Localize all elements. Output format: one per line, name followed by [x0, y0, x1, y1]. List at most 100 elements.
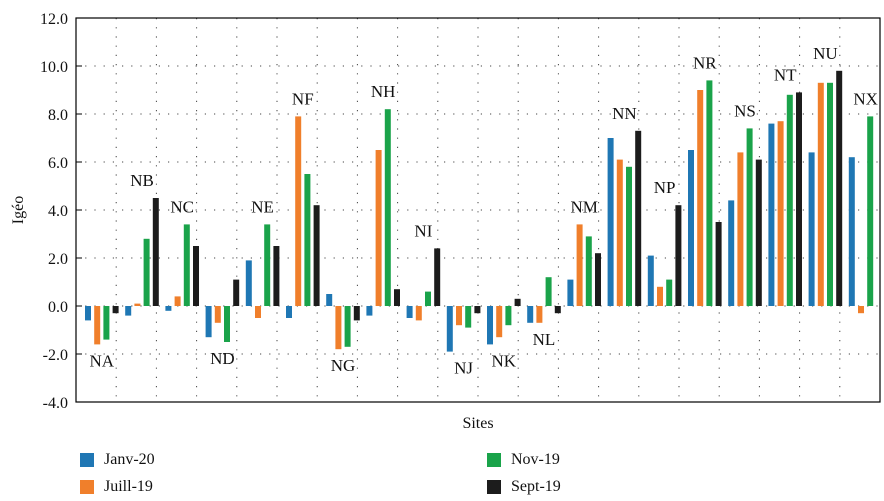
- bar-janv-20-nk: [487, 306, 493, 345]
- bar-nov-19-nm: [585, 236, 592, 306]
- bar-sept-19-na: [112, 306, 119, 314]
- bar-janv-20-nc: [165, 306, 172, 311]
- bar-janv-20-nh: [366, 306, 373, 316]
- bar-janv-20-np: [647, 255, 654, 306]
- category-label-np: NP: [654, 178, 676, 197]
- y-tick-label: 4.0: [48, 203, 68, 220]
- bar-juill-19-nb: [134, 303, 141, 306]
- bar-nov-19-nc: [183, 224, 190, 306]
- bar-janv-20-ne: [245, 260, 252, 306]
- bar-janv-20-nl: [527, 306, 534, 323]
- y-tick-label: -4.0: [43, 395, 68, 412]
- bar-juill-19-nm: [576, 224, 583, 306]
- bar-nov-19-nl: [545, 277, 552, 306]
- bar-janv-20-ni: [406, 306, 413, 318]
- bar-sept-19-ng: [353, 306, 360, 321]
- bar-sept-19-nt: [796, 92, 802, 307]
- bar-janv-20-nd: [205, 306, 212, 338]
- bar-juill-19-nc: [174, 296, 181, 306]
- category-label-nh: NH: [371, 82, 396, 101]
- bar-juill-19-nj: [456, 306, 462, 326]
- bar-nov-19-nf: [304, 174, 311, 306]
- bar-janv-20-nm: [567, 279, 574, 306]
- bar-juill-19-ni: [415, 306, 422, 321]
- bar-sept-19-ns: [755, 159, 762, 306]
- bar-sept-19-nn: [635, 130, 642, 306]
- bar-juill-19-nk: [496, 306, 503, 338]
- bar-nov-19-nn: [626, 166, 632, 306]
- category-label-nj: NJ: [454, 359, 473, 378]
- y-tick-label: 0.0: [48, 299, 68, 316]
- bar-sept-19-ni: [434, 248, 441, 306]
- bar-juill-19-ns: [737, 152, 744, 306]
- bar-juill-19-na: [94, 306, 101, 345]
- bar-sept-19-nl: [554, 306, 561, 314]
- bar-janv-20-nb: [125, 306, 132, 316]
- bar-janv-20-ng: [326, 294, 333, 306]
- bar-juill-19-ng: [335, 306, 342, 350]
- bar-juill-19-nr: [697, 90, 704, 306]
- bar-juill-19-nx: [858, 306, 864, 314]
- bar-sept-19-ne: [273, 246, 280, 306]
- bar-nov-19-nh: [384, 109, 391, 306]
- plot-frame: [75, 17, 881, 403]
- category-label-nd: ND: [210, 349, 235, 368]
- bar-nov-19-np: [666, 279, 673, 306]
- y-tick-label: 6.0: [48, 155, 68, 172]
- y-tick-label: 10.0: [40, 59, 68, 76]
- bar-janv-20-nu: [808, 152, 815, 306]
- bar-nov-19-nd: [224, 306, 230, 342]
- bar-nov-19-na: [103, 306, 110, 340]
- category-label-nk: NK: [492, 351, 517, 370]
- category-label-nt: NT: [774, 65, 797, 84]
- bar-nov-19-ng: [344, 306, 351, 347]
- y-tick-label: 12.0: [40, 11, 68, 28]
- bar-juill-19-np: [657, 286, 663, 306]
- bar-sept-19-nc: [193, 246, 199, 306]
- bar-nov-19-nr: [706, 80, 713, 307]
- bar-nov-19-nu: [827, 82, 833, 306]
- bar-nov-19-ni: [425, 291, 431, 306]
- bar-nov-19-ns: [746, 128, 753, 306]
- bar-nov-19-nk: [505, 306, 512, 326]
- category-label-nn: NN: [612, 104, 637, 123]
- bar-sept-19-nm: [595, 253, 601, 306]
- bar-janv-20-nf: [286, 306, 292, 318]
- bar-juill-19-ne: [255, 306, 261, 318]
- bar-nov-19-ne: [264, 224, 271, 306]
- category-label-ne: NE: [251, 197, 274, 216]
- bar-juill-19-nd: [214, 306, 221, 323]
- y-tick-label: 2.0: [48, 251, 68, 268]
- bar-sept-19-nu: [836, 70, 843, 306]
- category-label-nu: NU: [813, 44, 838, 63]
- category-label-na: NA: [90, 351, 115, 370]
- category-label-nr: NR: [693, 53, 717, 72]
- bar-juill-19-nu: [817, 82, 824, 306]
- bar-sept-19-nh: [394, 289, 400, 306]
- bar-juill-19-nl: [536, 306, 543, 323]
- bar-nov-19-nt: [786, 94, 793, 306]
- bar-janv-20-nt: [768, 123, 775, 306]
- bar-nov-19-nb: [143, 238, 150, 306]
- bar-sept-19-nf: [313, 205, 320, 306]
- category-label-ng: NG: [331, 356, 356, 375]
- bar-sept-19-nd: [233, 279, 240, 306]
- bar-juill-19-nn: [616, 159, 623, 306]
- bar-janv-20-nj: [446, 306, 453, 352]
- category-label-nl: NL: [533, 330, 556, 349]
- bar-sept-19-nj: [474, 306, 481, 314]
- bar-juill-19-nf: [295, 116, 302, 307]
- bar-sept-19-nr: [715, 222, 722, 306]
- category-label-nx: NX: [853, 89, 878, 108]
- x-axis-title: Sites: [462, 415, 493, 432]
- bar-sept-19-np: [675, 205, 682, 306]
- category-label-nb: NB: [130, 171, 154, 190]
- bar-nov-19-nj: [465, 306, 472, 328]
- bar-sept-19-nk: [514, 298, 521, 306]
- category-label-nm: NM: [570, 197, 597, 216]
- bar-nov-19-nx: [867, 116, 874, 307]
- category-label-nf: NF: [292, 89, 314, 108]
- y-tick-label: -2.0: [43, 347, 68, 364]
- category-label-ni: NI: [414, 221, 432, 240]
